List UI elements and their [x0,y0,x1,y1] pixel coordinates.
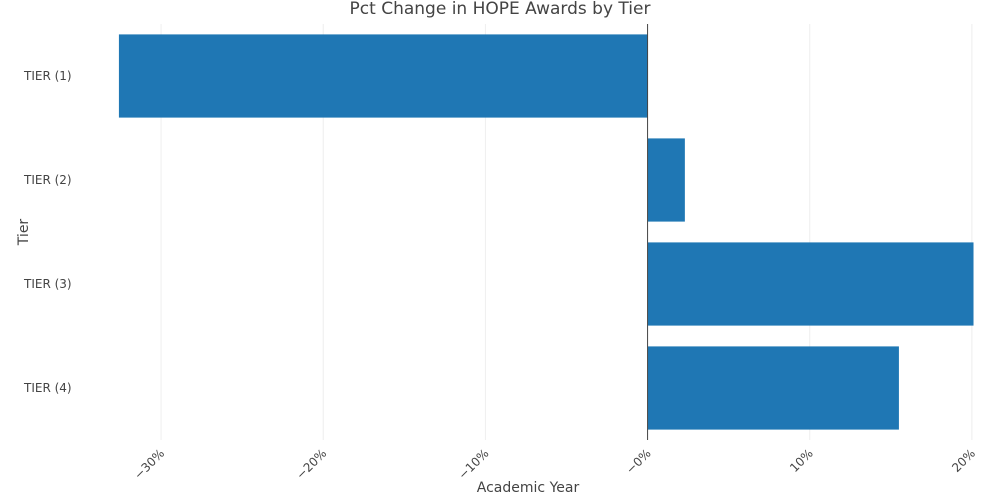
y-tick-label: TIER (3) [23,277,72,291]
x-tick-label: 20% [949,446,978,475]
y-axis-title: Tier [16,219,32,247]
x-tick-label: −30% [131,446,167,482]
x-tick-label: −0% [623,446,653,476]
chart-title: Pct Change in HOPE Awards by Tier [350,0,651,19]
x-tick-label: −10% [456,446,492,482]
y-tick-label: TIER (2) [23,173,72,187]
x-tick-label: 10% [787,446,816,475]
y-tick-label: TIER (4) [23,381,72,395]
bars [118,34,974,430]
x-axis-title: Academic Year [477,480,580,496]
bar-tier-3 [647,242,974,326]
y-tick-label: TIER (1) [23,69,72,83]
bar-tier-4 [647,346,899,430]
x-tick-label: −20% [293,446,329,482]
bar-tier-2 [647,138,685,222]
bar-tier-1 [118,34,648,118]
